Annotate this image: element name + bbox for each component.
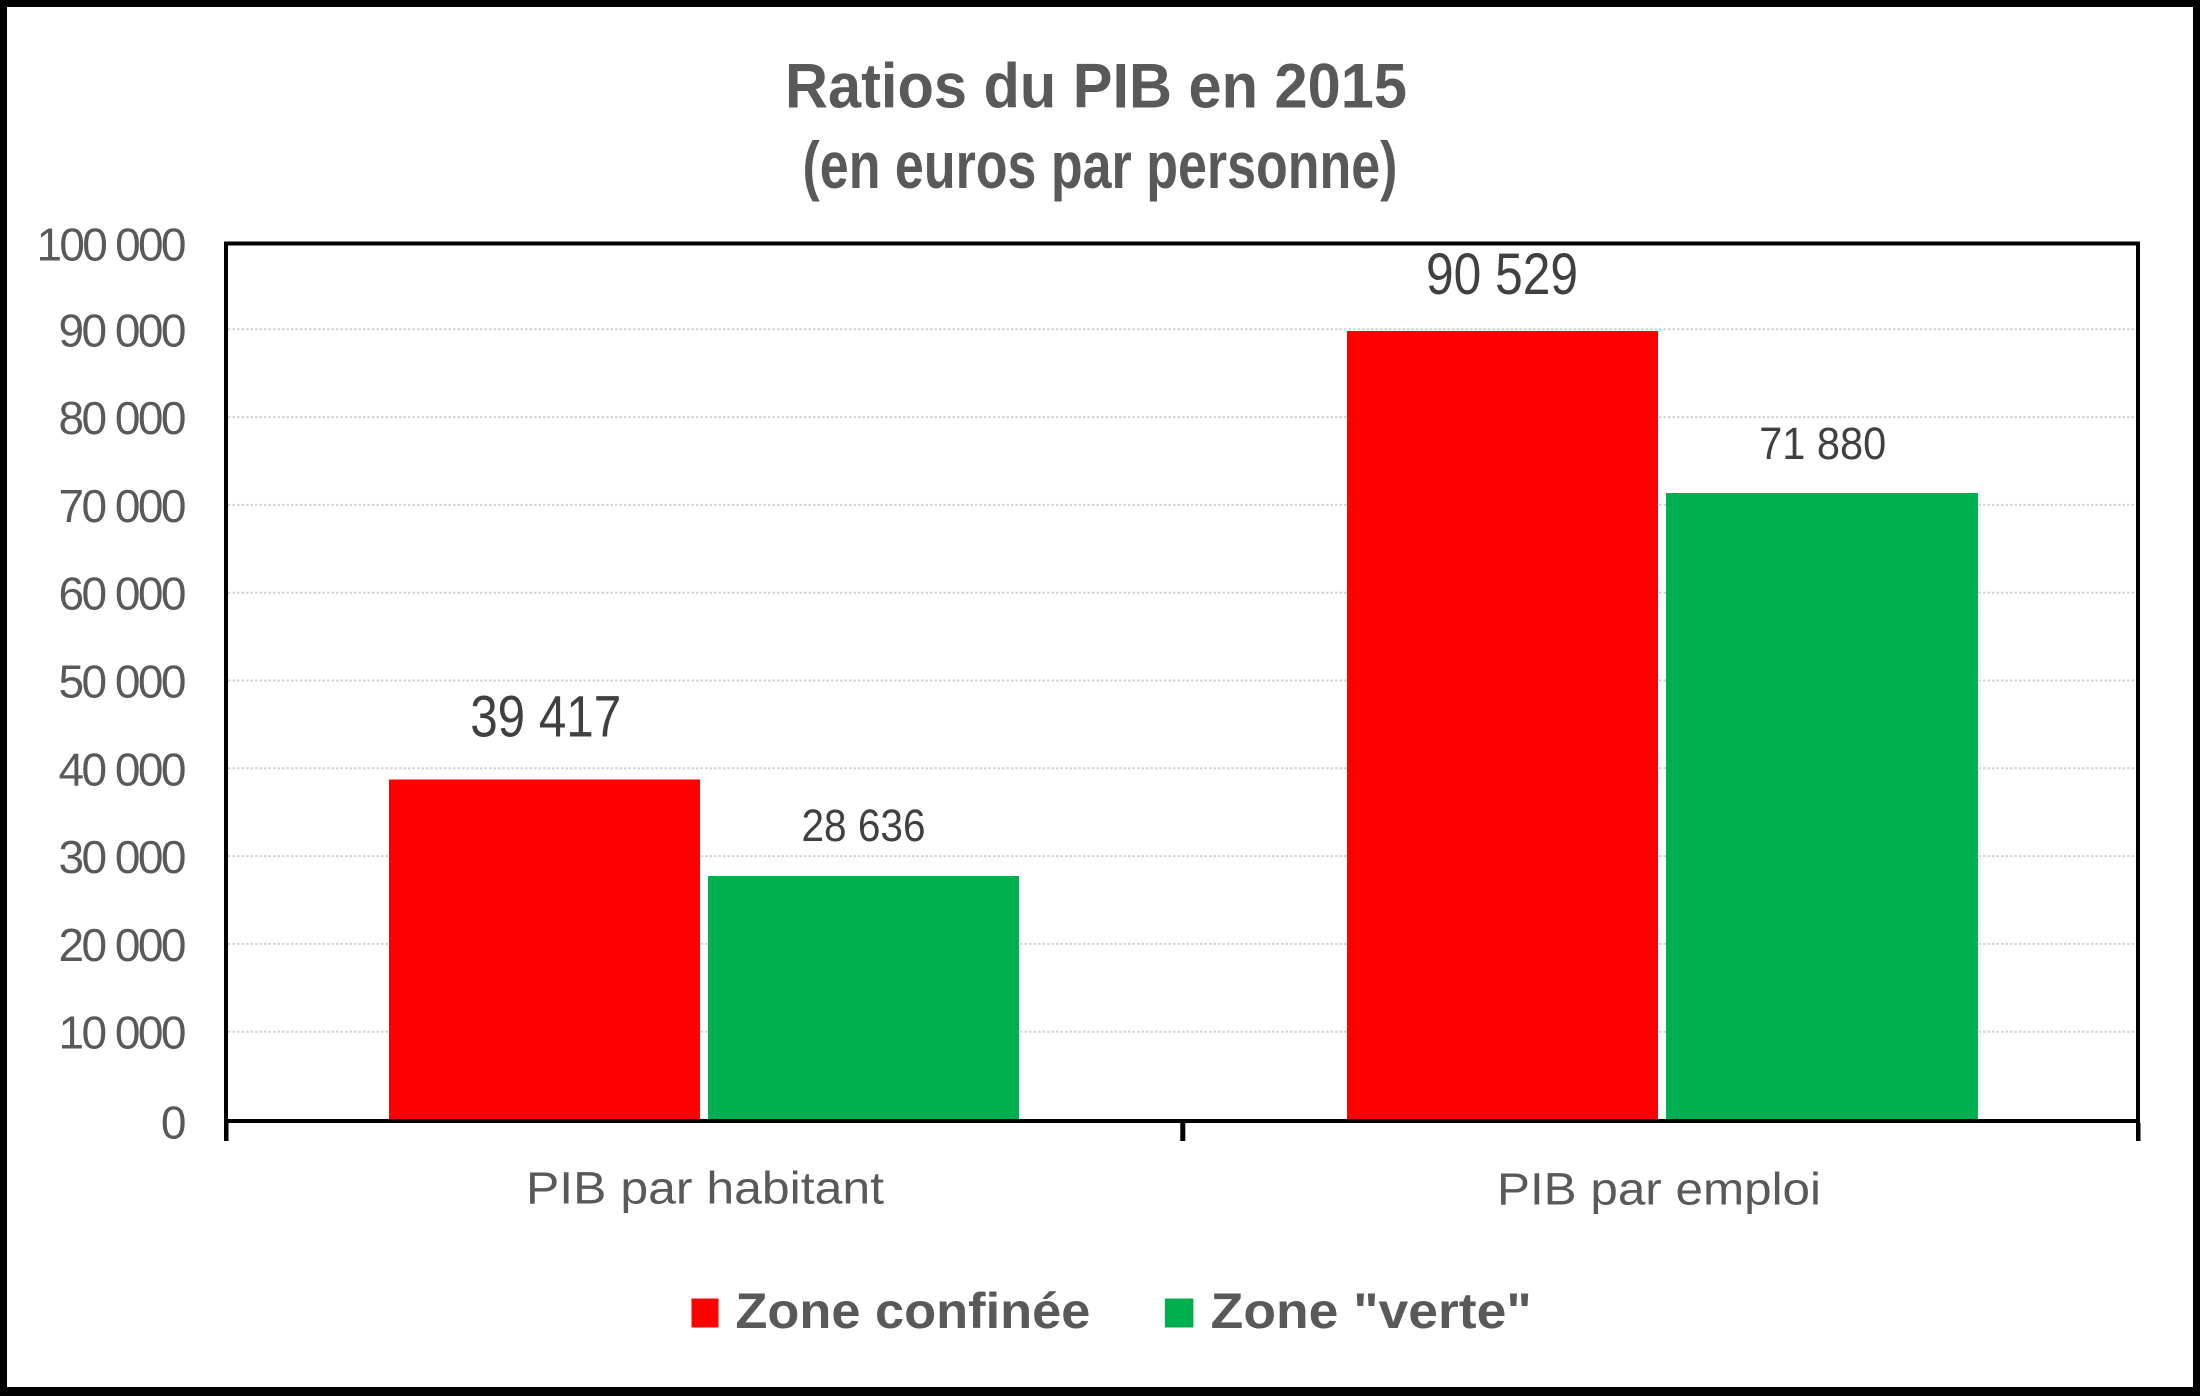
svg-text:60 000: 60 000 bbox=[59, 568, 187, 620]
svg-text:39 417: 39 417 bbox=[470, 685, 621, 750]
svg-text:71 880: 71 880 bbox=[1759, 418, 1886, 469]
svg-text:70 000: 70 000 bbox=[59, 480, 187, 532]
svg-text:0: 0 bbox=[161, 1097, 187, 1149]
svg-text:Ratios du PIB en 2015: Ratios du PIB en 2015 bbox=[785, 52, 1407, 122]
svg-text:10 000: 10 000 bbox=[59, 1007, 187, 1059]
svg-text:Zone "verte": Zone "verte" bbox=[1211, 1283, 1532, 1339]
svg-text:40 000: 40 000 bbox=[59, 743, 187, 795]
svg-text:PIB par habitant: PIB par habitant bbox=[526, 1163, 885, 1214]
svg-text:28 636: 28 636 bbox=[802, 800, 926, 851]
svg-text:80 000: 80 000 bbox=[59, 392, 187, 444]
svg-text:50 000: 50 000 bbox=[59, 656, 187, 708]
svg-text:90 529: 90 529 bbox=[1426, 242, 1578, 307]
svg-text:100 000: 100 000 bbox=[37, 219, 187, 271]
svg-text:90 000: 90 000 bbox=[59, 304, 187, 356]
svg-text:PIB par emploi: PIB par emploi bbox=[1497, 1164, 1821, 1215]
svg-text:20 000: 20 000 bbox=[59, 919, 187, 971]
svg-text:Zone confinée: Zone confinée bbox=[735, 1283, 1090, 1339]
svg-text:30 000: 30 000 bbox=[59, 831, 187, 883]
svg-text:(en euros par personne): (en euros par personne) bbox=[803, 128, 1398, 202]
